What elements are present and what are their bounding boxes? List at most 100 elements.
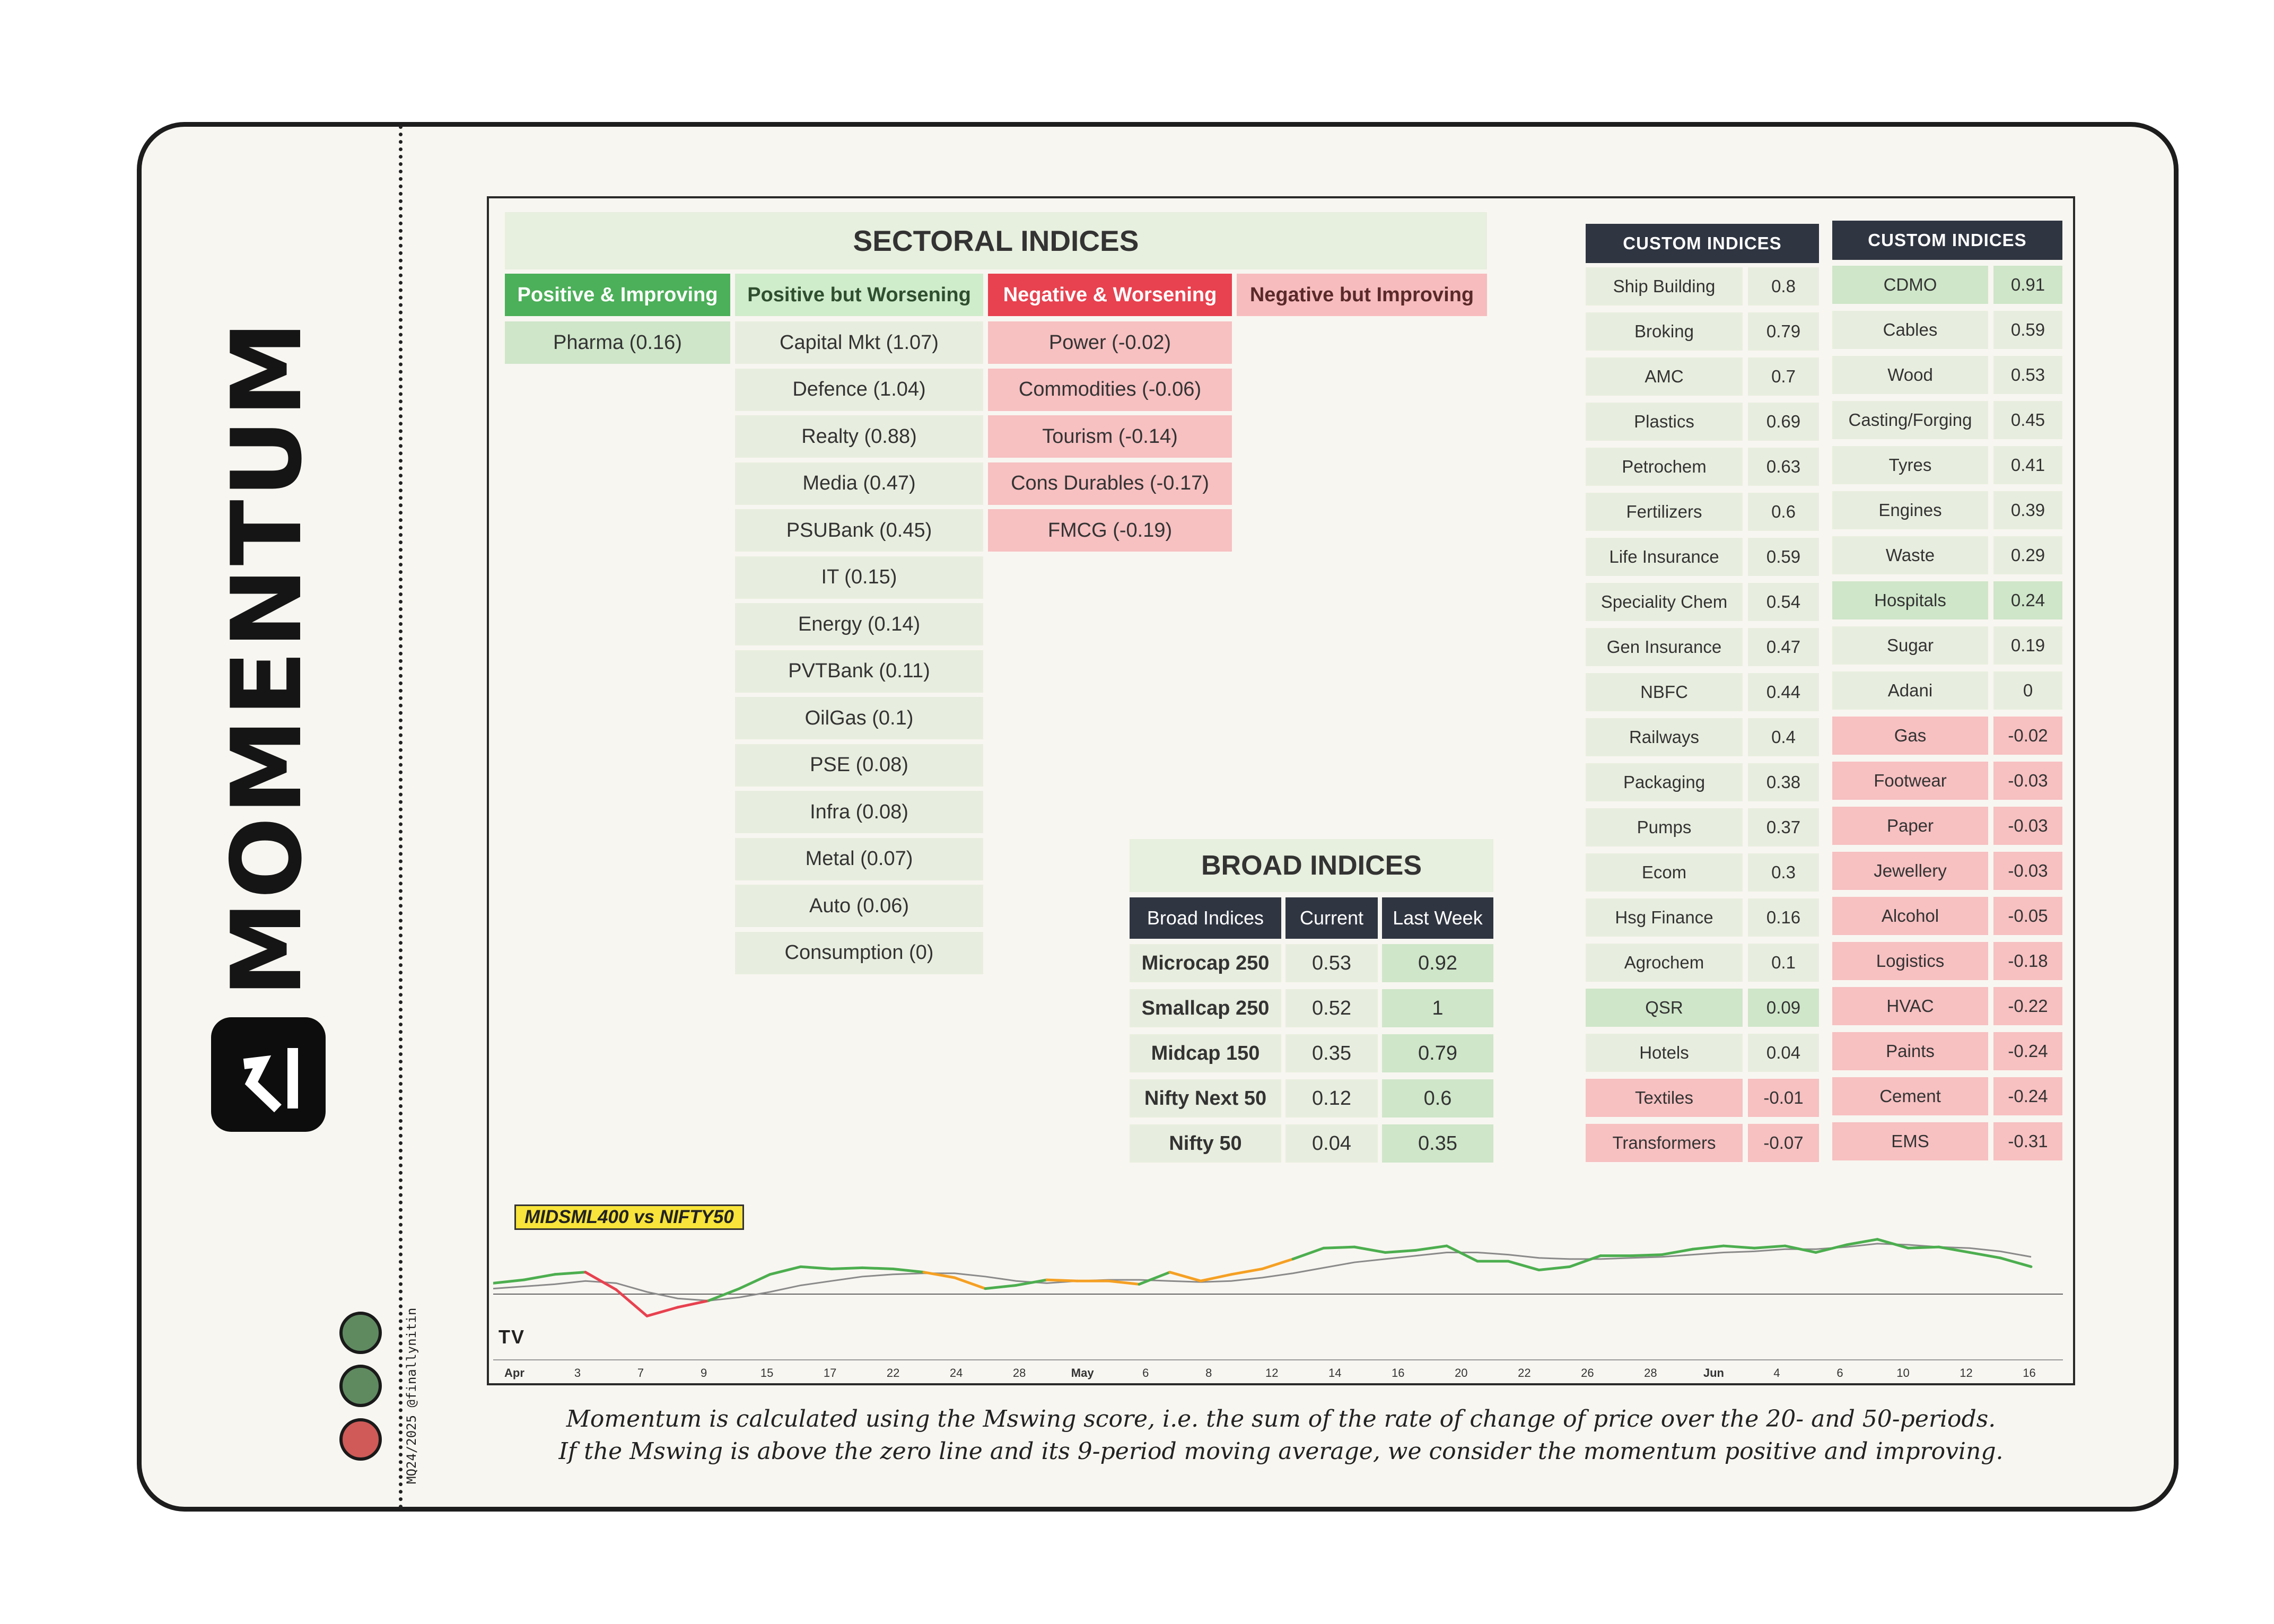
custom-index-name: Alcohol (1832, 897, 1988, 935)
custom-index-name: Hospitals (1832, 581, 1988, 619)
custom-index-value: -0.22 (1993, 987, 2062, 1025)
sectoral-item: Commodities (-0.06) (988, 368, 1232, 411)
x-tick-label: 22 (887, 1366, 899, 1379)
mswing-segment (891, 1267, 925, 1274)
sectoral-column-header: Negative & Worsening (988, 274, 1232, 316)
custom-index-value: 0.1 (1748, 944, 1819, 982)
x-tick-label: 3 (574, 1366, 581, 1379)
broad-cell-last-week: 0.79 (1382, 1034, 1493, 1072)
custom-index-value: 0.38 (1748, 763, 1819, 801)
custom-index-name: AMC (1586, 357, 1743, 396)
x-tick-label: 20 (1455, 1366, 1467, 1379)
custom-index-name: Casting/Forging (1832, 401, 1988, 439)
custom-index-value: -0.05 (1993, 897, 2062, 935)
mswing-segment (707, 1287, 741, 1302)
custom-index-value: 0.69 (1748, 403, 1819, 441)
sectoral-item: Defence (1.04) (735, 368, 983, 411)
mswing-segment (584, 1271, 618, 1291)
dashboard-panel: SECTORAL INDICES Positive & Improving Pha… (487, 196, 2075, 1385)
brand-wordmark: MOMENTUM (211, 319, 323, 997)
mswing-segment (1045, 1278, 1079, 1282)
custom-index-value: -0.03 (1993, 852, 2062, 890)
custom-index-value: -0.07 (1748, 1124, 1819, 1162)
custom-index-name: Jewellery (1832, 852, 1988, 890)
sectoral-item: FMCG (-0.19) (988, 509, 1232, 552)
broad-cell-current: 0.53 (1285, 944, 1378, 982)
custom-index-value: 0.29 (1993, 536, 2062, 574)
mswing-segment (1014, 1278, 1048, 1287)
custom-index-name: Cables (1832, 311, 1988, 349)
status-light-green (339, 1365, 382, 1407)
custom-index-value: 0.53 (1993, 356, 2062, 394)
mswing-segment (1568, 1254, 1602, 1268)
sectoral-item: Media (0.47) (735, 462, 983, 505)
sectoral-item: Capital Mkt (1.07) (735, 321, 983, 364)
x-tick-label: 28 (1644, 1366, 1657, 1379)
custom-index-name: Agrochem (1586, 944, 1743, 982)
mswing-segment (953, 1276, 987, 1290)
broad-cell-current: 0.12 (1285, 1079, 1378, 1117)
custom-index-name: Wood (1832, 356, 1988, 394)
custom-index-name: Textiles (1586, 1079, 1743, 1117)
mswing-segment (1753, 1244, 1787, 1250)
x-tick-label: 15 (760, 1366, 773, 1379)
broad-column-header: Current (1285, 897, 1378, 939)
broad-cell-name: Nifty Next 50 (1130, 1079, 1281, 1117)
custom-index-name: Gas (1832, 717, 1988, 755)
custom-index-name: QSR (1586, 989, 1743, 1027)
mswing-segment (768, 1265, 802, 1276)
sectoral-column-header: Negative but Improving (1237, 274, 1487, 316)
custom-index-value: 0.19 (1993, 626, 2062, 665)
mswing-segment (984, 1284, 1018, 1290)
broad-title: BROAD INDICES (1130, 839, 1493, 892)
mswing-segment (1507, 1260, 1541, 1272)
mswing-segment (1814, 1243, 1848, 1254)
brand-block: MOMENTUM (211, 319, 323, 997)
mswing-segment (645, 1306, 679, 1317)
chart-legend: MIDSML400 vs NIFTY50 (514, 1204, 744, 1230)
custom-index-value: 0.41 (1993, 446, 2062, 484)
moving-average-line (493, 1243, 2032, 1302)
x-tick-label: 12 (1960, 1366, 1972, 1379)
x-tick-label: 7 (637, 1366, 644, 1379)
mswing-segment (1630, 1253, 1664, 1258)
mswing-segment (1107, 1279, 1141, 1286)
brand-logo-icon (211, 1017, 326, 1132)
custom-index-value: 0.79 (1748, 312, 1819, 351)
sectoral-item: Tourism (-0.14) (988, 415, 1232, 458)
custom-indices-header: CUSTOM INDICES (1832, 221, 2062, 260)
sectoral-item: PVTBank (0.11) (735, 650, 983, 693)
custom-index-name: Paints (1832, 1032, 1988, 1070)
x-tick-label: 26 (1581, 1366, 1594, 1379)
mswing-segment (1168, 1271, 1202, 1282)
custom-index-name: Broking (1586, 312, 1743, 351)
broad-column-header: Last Week (1382, 897, 1493, 939)
broad-cell-name: Nifty 50 (1130, 1124, 1281, 1163)
dotted-divider (399, 125, 403, 1509)
mswing-segment (1660, 1247, 1694, 1256)
custom-index-value: 0.59 (1993, 311, 2062, 349)
custom-index-value: -0.31 (1993, 1122, 2062, 1160)
custom-index-name: Tyres (1832, 446, 1988, 484)
custom-index-value: -0.01 (1748, 1079, 1819, 1117)
custom-index-value: -0.02 (1993, 717, 2062, 755)
footnote: Momentum is calculated using the Mswing … (487, 1403, 2075, 1468)
sectoral-item: PSUBank (0.45) (735, 509, 983, 552)
custom-index-name: CDMO (1832, 266, 1988, 304)
x-tick-label: 8 (1205, 1366, 1212, 1379)
broad-cell-name: Midcap 150 (1130, 1034, 1281, 1072)
mswing-segment (861, 1266, 895, 1270)
mswing-segment (1261, 1258, 1295, 1270)
mswing-segment (1384, 1248, 1418, 1254)
custom-index-value: 0.59 (1748, 538, 1819, 576)
custom-index-name: Life Insurance (1586, 538, 1743, 576)
custom-index-name: Logistics (1832, 942, 1988, 980)
mswing-segment (1138, 1271, 1171, 1286)
mswing-segment (1845, 1238, 1879, 1246)
x-tick-label: 16 (2023, 1366, 2035, 1379)
mswing-segment (922, 1271, 956, 1279)
broad-cell-current: 0.35 (1285, 1034, 1378, 1072)
x-tick-label: 22 (1518, 1366, 1530, 1379)
custom-index-value: 0.8 (1748, 267, 1819, 305)
custom-index-name: NBFC (1586, 673, 1743, 711)
